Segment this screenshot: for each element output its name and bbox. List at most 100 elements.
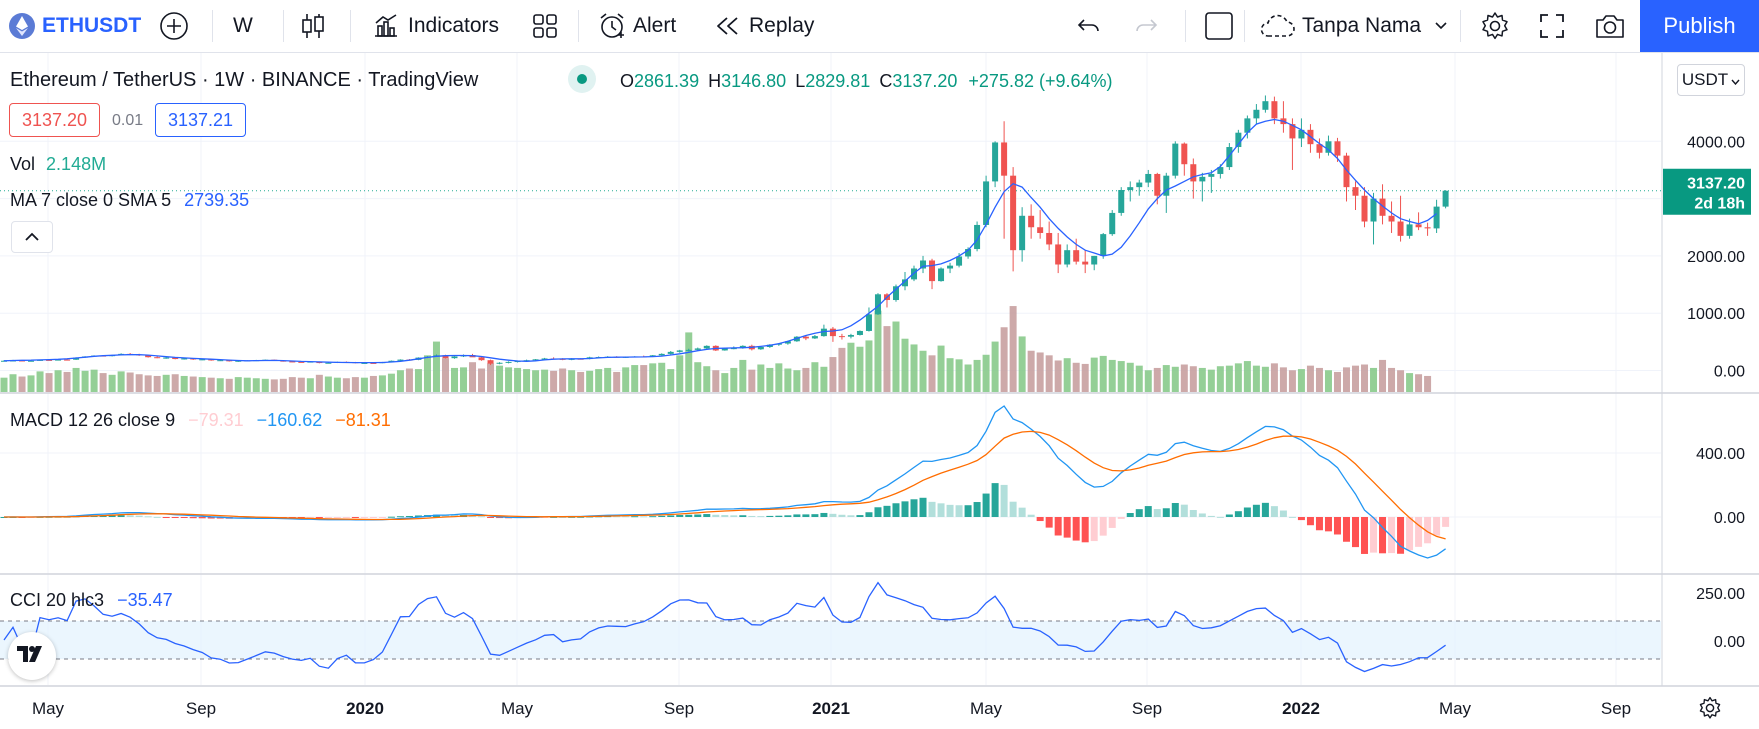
candle-body	[46, 359, 53, 361]
volume-bar	[1198, 367, 1206, 392]
candle	[658, 353, 665, 356]
replay-button[interactable]: Replay	[715, 0, 814, 52]
volume-bar	[1397, 370, 1405, 392]
candle	[1262, 95, 1269, 113]
macd-line	[3, 405, 1446, 559]
chart-type-button[interactable]	[300, 0, 326, 52]
macd-histogram-bar	[775, 515, 783, 517]
fullscreen-button[interactable]	[1538, 0, 1566, 52]
macd-histogram-bar	[1352, 517, 1359, 548]
candle	[451, 356, 458, 359]
volume-bar	[1162, 365, 1170, 392]
chevron-down-icon	[1435, 22, 1447, 30]
macd-histogram-bar	[1009, 501, 1017, 517]
sell-price-button[interactable]: 3137.20	[9, 103, 100, 137]
macd-histogram-bar	[658, 515, 666, 517]
candle	[1172, 141, 1179, 179]
redo-button[interactable]	[1133, 0, 1159, 52]
candle-body	[541, 358, 548, 360]
volume-bar	[775, 363, 783, 392]
volume-bar	[189, 376, 197, 392]
macd-histogram-bar	[1270, 506, 1278, 517]
candle	[865, 307, 872, 332]
volume-bar	[460, 367, 468, 392]
macd-histogram-bar	[622, 516, 630, 518]
volume-bar	[414, 369, 422, 392]
cci-value: −35.47	[117, 590, 173, 610]
volume-bar	[532, 370, 540, 392]
layout-name-label: Tanpa Nama	[1302, 14, 1422, 37]
tradingview-logo[interactable]	[8, 632, 56, 680]
candle-body	[1073, 250, 1080, 262]
indicators-button[interactable]: Indicators	[372, 0, 499, 52]
volume-bar	[180, 375, 188, 392]
macd-histogram-bar	[1379, 517, 1387, 554]
toolbar-divider	[1244, 10, 1245, 42]
volume-bar	[1306, 365, 1314, 392]
macd-histogram-value: −79.31	[188, 410, 244, 430]
chart-canvas[interactable]: 4000.003000.002000.001000.000.00400.000.…	[0, 53, 1759, 729]
candle	[1298, 118, 1305, 148]
currency-dropdown[interactable]: USDT	[1677, 64, 1745, 96]
interval-button[interactable]: W	[233, 0, 253, 52]
alert-button[interactable]: Alert	[597, 0, 676, 52]
candle-body	[478, 357, 485, 361]
templates-button[interactable]	[531, 0, 559, 52]
candle	[1415, 212, 1422, 231]
snapshot-button[interactable]	[1594, 0, 1626, 52]
macd-histogram-bar	[712, 514, 720, 517]
volume-bar	[613, 371, 621, 392]
publish-button[interactable]: Publish	[1640, 0, 1759, 52]
compare-button[interactable]	[158, 0, 190, 52]
volume-bar	[955, 359, 963, 392]
volume-bar	[243, 377, 251, 392]
cci-label: CCI 20 hlc3	[10, 590, 105, 610]
candle	[667, 351, 674, 355]
candle-body	[532, 359, 539, 361]
macd-histogram-bar	[802, 514, 810, 517]
macd-histogram-bar	[369, 517, 377, 518]
collapse-legend-button[interactable]	[11, 221, 53, 253]
volume-bar	[135, 374, 143, 392]
macd-histogram-bar	[162, 517, 170, 518]
layout-square-icon	[1204, 11, 1234, 41]
interval-label: W	[233, 14, 253, 37]
candle	[1208, 169, 1215, 193]
toolbar-divider	[350, 10, 351, 42]
undo-button[interactable]	[1076, 0, 1102, 52]
ma-value: 2739.35	[184, 190, 250, 210]
macd-histogram-bar	[964, 505, 972, 517]
macd-histogram-bar	[1406, 517, 1414, 551]
volume-bar	[18, 376, 26, 392]
volume-bar	[396, 370, 404, 392]
time-axis-settings-button[interactable]	[1694, 694, 1726, 726]
macd-histogram-bar	[739, 515, 747, 517]
candle-body	[487, 360, 494, 364]
candle	[847, 333, 854, 339]
volume-bar	[1036, 352, 1044, 392]
symbol-search[interactable]: ETHUSDT	[8, 0, 141, 52]
macd-histogram-bar	[982, 493, 990, 517]
candle	[811, 334, 818, 339]
candle	[1118, 187, 1125, 216]
candle-body	[1154, 173, 1161, 196]
layout-button[interactable]	[1204, 0, 1234, 52]
volume-bar	[369, 375, 377, 392]
macd-histogram-bar	[1225, 514, 1233, 517]
gear-icon	[1480, 11, 1510, 41]
buy-price-button[interactable]: 3137.21	[155, 103, 246, 137]
candle	[1343, 152, 1350, 202]
candle-body	[1055, 244, 1062, 265]
candle-body	[694, 348, 701, 350]
macd-histogram-bar	[351, 517, 359, 518]
candle-body	[739, 345, 746, 349]
volume-bar	[676, 355, 684, 392]
macd-histogram-bar	[180, 517, 188, 518]
macd-histogram-bar	[883, 505, 891, 517]
layout-name-dropdown[interactable]: Tanpa Nama	[1258, 0, 1447, 52]
macd-histogram-bar	[1090, 517, 1098, 542]
candle-body	[1145, 173, 1152, 183]
settings-button[interactable]	[1480, 0, 1510, 52]
time-axis-label: May	[970, 699, 1003, 718]
volume-bar	[63, 371, 71, 392]
